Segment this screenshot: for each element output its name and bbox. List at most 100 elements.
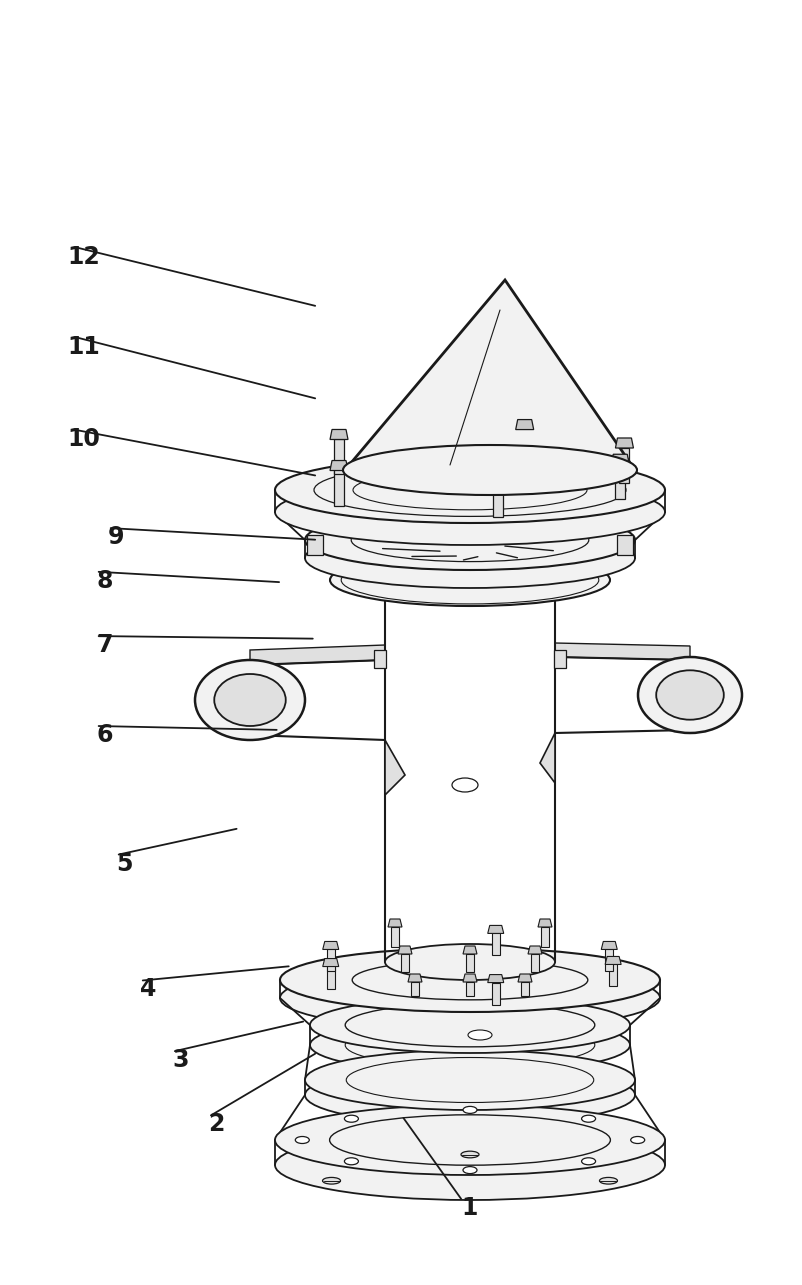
Bar bbox=[307, 535, 323, 555]
Polygon shape bbox=[611, 455, 630, 464]
Ellipse shape bbox=[346, 1058, 593, 1103]
Ellipse shape bbox=[468, 1031, 492, 1040]
Ellipse shape bbox=[638, 657, 742, 732]
Polygon shape bbox=[330, 429, 348, 439]
Polygon shape bbox=[398, 946, 412, 953]
Ellipse shape bbox=[310, 997, 630, 1052]
Bar bbox=[374, 650, 386, 668]
Bar bbox=[326, 966, 334, 988]
Bar bbox=[492, 482, 503, 517]
Ellipse shape bbox=[463, 1167, 477, 1173]
Polygon shape bbox=[538, 919, 552, 926]
Text: 4: 4 bbox=[140, 978, 156, 1001]
Ellipse shape bbox=[385, 562, 555, 598]
Ellipse shape bbox=[330, 554, 610, 607]
Ellipse shape bbox=[581, 1158, 596, 1164]
Ellipse shape bbox=[656, 671, 723, 720]
Bar bbox=[610, 965, 618, 987]
Bar bbox=[334, 439, 344, 474]
Bar bbox=[554, 650, 566, 668]
Polygon shape bbox=[540, 732, 555, 783]
Polygon shape bbox=[488, 974, 504, 983]
Ellipse shape bbox=[463, 1106, 477, 1113]
Text: 6: 6 bbox=[96, 723, 112, 747]
Polygon shape bbox=[518, 974, 532, 982]
Polygon shape bbox=[408, 974, 422, 982]
Bar bbox=[326, 950, 334, 971]
Ellipse shape bbox=[345, 1023, 595, 1067]
Text: 11: 11 bbox=[68, 335, 100, 359]
Bar bbox=[466, 953, 474, 971]
Polygon shape bbox=[463, 974, 477, 982]
Polygon shape bbox=[488, 925, 504, 933]
Ellipse shape bbox=[344, 1115, 358, 1122]
Ellipse shape bbox=[599, 1177, 618, 1183]
Polygon shape bbox=[322, 942, 338, 950]
Ellipse shape bbox=[351, 518, 589, 562]
Polygon shape bbox=[606, 956, 622, 965]
Polygon shape bbox=[516, 420, 533, 429]
Text: 8: 8 bbox=[96, 569, 112, 592]
Bar bbox=[492, 983, 500, 1005]
Ellipse shape bbox=[305, 510, 635, 571]
Ellipse shape bbox=[275, 457, 665, 523]
Polygon shape bbox=[388, 919, 402, 926]
Bar bbox=[401, 953, 409, 971]
Ellipse shape bbox=[280, 948, 660, 1013]
Polygon shape bbox=[385, 740, 405, 795]
Bar bbox=[466, 982, 474, 996]
Ellipse shape bbox=[214, 675, 286, 726]
Ellipse shape bbox=[275, 479, 665, 545]
Polygon shape bbox=[322, 959, 338, 966]
Bar bbox=[617, 535, 633, 555]
Bar bbox=[520, 429, 529, 465]
Ellipse shape bbox=[461, 1151, 479, 1158]
Text: 12: 12 bbox=[68, 245, 100, 269]
Polygon shape bbox=[488, 472, 507, 482]
Polygon shape bbox=[463, 946, 477, 953]
Ellipse shape bbox=[305, 1050, 635, 1110]
Text: 7: 7 bbox=[96, 634, 112, 657]
Text: 3: 3 bbox=[172, 1049, 188, 1072]
Bar bbox=[391, 926, 399, 947]
Ellipse shape bbox=[275, 1130, 665, 1200]
Ellipse shape bbox=[195, 660, 305, 740]
Ellipse shape bbox=[322, 1177, 341, 1183]
Polygon shape bbox=[555, 642, 690, 660]
Polygon shape bbox=[602, 942, 618, 950]
Text: 5: 5 bbox=[116, 852, 132, 875]
Ellipse shape bbox=[452, 777, 478, 792]
Bar bbox=[531, 953, 539, 971]
Bar bbox=[411, 982, 419, 996]
Ellipse shape bbox=[310, 1016, 630, 1073]
Ellipse shape bbox=[352, 960, 588, 1000]
Ellipse shape bbox=[295, 1136, 310, 1144]
Polygon shape bbox=[615, 438, 634, 448]
Text: 2: 2 bbox=[209, 1113, 225, 1136]
Ellipse shape bbox=[344, 1158, 358, 1164]
Polygon shape bbox=[250, 645, 385, 666]
Bar bbox=[615, 464, 626, 500]
Ellipse shape bbox=[314, 464, 626, 517]
Polygon shape bbox=[345, 280, 635, 470]
Ellipse shape bbox=[581, 1115, 596, 1122]
Ellipse shape bbox=[385, 944, 555, 980]
Polygon shape bbox=[528, 946, 542, 953]
Ellipse shape bbox=[330, 1115, 610, 1165]
Ellipse shape bbox=[305, 528, 635, 589]
Text: 1: 1 bbox=[461, 1196, 477, 1219]
Ellipse shape bbox=[630, 1136, 645, 1144]
Polygon shape bbox=[330, 460, 348, 470]
Text: 9: 9 bbox=[108, 526, 124, 549]
Bar bbox=[606, 950, 614, 971]
Bar bbox=[521, 982, 529, 996]
Bar bbox=[541, 926, 549, 947]
Bar bbox=[334, 470, 344, 505]
Ellipse shape bbox=[353, 470, 587, 510]
Ellipse shape bbox=[275, 1105, 665, 1174]
Text: 10: 10 bbox=[68, 428, 100, 451]
Ellipse shape bbox=[280, 966, 660, 1031]
Ellipse shape bbox=[343, 445, 637, 495]
Bar bbox=[492, 933, 500, 956]
Ellipse shape bbox=[345, 1004, 595, 1047]
